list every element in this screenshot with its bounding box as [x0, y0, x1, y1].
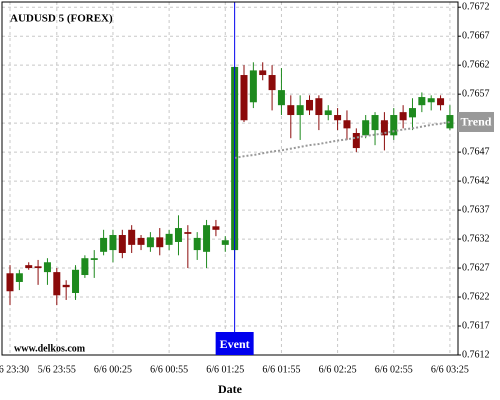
- x-tick-label: 6/6 01:55: [262, 364, 300, 375]
- x-tick-label: 6/6 02:25: [319, 364, 357, 375]
- labels: 0.7612 0.7617 0.7622 0.7627 0.7632 0.7637 0.76…: [0, 2, 494, 375]
- candle-body: [399, 112, 407, 121]
- candle-body: [100, 237, 108, 252]
- candle-body: [174, 228, 182, 242]
- candle-body: [212, 226, 220, 230]
- candle-body: [277, 90, 285, 106]
- x-axis-label: Date: [218, 382, 243, 396]
- y-tick-label: 0.7642: [462, 175, 490, 186]
- event-label: Event: [220, 337, 250, 351]
- candle-body: [296, 105, 304, 116]
- x-tick-label: 5/6 23:30: [0, 364, 29, 375]
- candle-body: [128, 229, 136, 245]
- candle-body: [390, 115, 398, 136]
- x-tick-label: 5/6 23:55: [38, 364, 76, 375]
- candle-body: [165, 233, 173, 245]
- candle-body: [362, 120, 370, 136]
- y-tick-label: 0.7627: [462, 262, 490, 273]
- x-tick-label: 6/6 00:25: [94, 364, 132, 375]
- candle-body: [34, 266, 42, 269]
- candle-body: [324, 110, 332, 116]
- candle-body: [72, 269, 80, 293]
- candle-body: [427, 98, 435, 103]
- y-tick-label: 0.7662: [462, 59, 490, 70]
- x-tick-label: 6/6 03:25: [431, 364, 469, 375]
- candle-body: [306, 99, 314, 111]
- candle-body: [146, 237, 154, 248]
- candle-body: [408, 108, 416, 118]
- x-tick-label: 6/6 00:55: [150, 364, 188, 375]
- candle-body: [25, 265, 33, 269]
- y-tick-label: 0.7672: [462, 2, 490, 13]
- candle-body: [437, 98, 445, 106]
- candle-body: [352, 132, 360, 149]
- trend-label: Trend: [461, 115, 492, 129]
- candle-body: [268, 75, 276, 91]
- x-tick-label: 6/6 02:55: [375, 364, 413, 375]
- marks: [6, 2, 454, 355]
- candle-body: [446, 115, 454, 129]
- y-tick-label: 0.7622: [462, 291, 490, 302]
- candle-body: [343, 120, 351, 129]
- candle-body: [380, 120, 388, 136]
- candle-body: [287, 105, 295, 116]
- grid: [2, 2, 461, 356]
- candle-body: [249, 70, 257, 103]
- candle-body: [418, 97, 426, 106]
- candle-body: [193, 237, 201, 251]
- candle-body: [137, 237, 145, 245]
- chart-title: AUDUSD 5 (FOREX): [10, 13, 113, 25]
- candle-body: [118, 235, 126, 253]
- candle-body: [221, 240, 229, 245]
- candle-body: [81, 258, 89, 276]
- candle-body: [334, 115, 342, 121]
- candle-body: [184, 232, 192, 234]
- y-tick-label: 0.7632: [462, 233, 490, 244]
- y-tick-label: 0.7617: [462, 320, 490, 331]
- candle-body: [6, 273, 14, 292]
- candle-body: [259, 70, 267, 76]
- candle-body: [203, 225, 211, 252]
- candle-body: [156, 237, 164, 248]
- candle-body: [43, 262, 51, 273]
- x-tick-label: 6/6 01:25: [206, 364, 244, 375]
- y-tick-label: 0.7637: [462, 204, 490, 215]
- trend-label-box: [458, 111, 494, 132]
- y-tick-label: 0.7657: [462, 88, 490, 99]
- y-tick-label: 0.7647: [462, 146, 490, 157]
- candle-body: [371, 115, 379, 131]
- event-label-box: [215, 332, 254, 355]
- candle-body: [109, 235, 117, 251]
- candle-body: [315, 98, 323, 116]
- y-tick-label: 0.7667: [462, 30, 490, 41]
- y-tick-label: 0.7612: [462, 349, 490, 360]
- candle-body: [90, 258, 98, 260]
- candle-body: [240, 75, 248, 121]
- watermark: www.delkos.com: [14, 343, 86, 354]
- candle-body: [15, 273, 23, 282]
- candle-body: [53, 272, 61, 296]
- trend-line: [234, 121, 451, 159]
- candle-body: [62, 284, 70, 288]
